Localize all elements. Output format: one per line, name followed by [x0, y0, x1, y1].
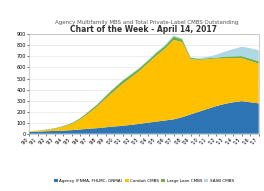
Title: Chart of the Week - April 14, 2017: Chart of the Week - April 14, 2017	[70, 25, 217, 34]
Text: Agency Multifamily MBS and Total Private-Label CMBS Outstanding: Agency Multifamily MBS and Total Private…	[55, 20, 238, 25]
Legend: Agency (FNMA, FHLMC, GNMA), Conduit CMBS, Large Loan CMBS, SASB CMBS: Agency (FNMA, FHLMC, GNMA), Conduit CMBS…	[52, 177, 235, 185]
